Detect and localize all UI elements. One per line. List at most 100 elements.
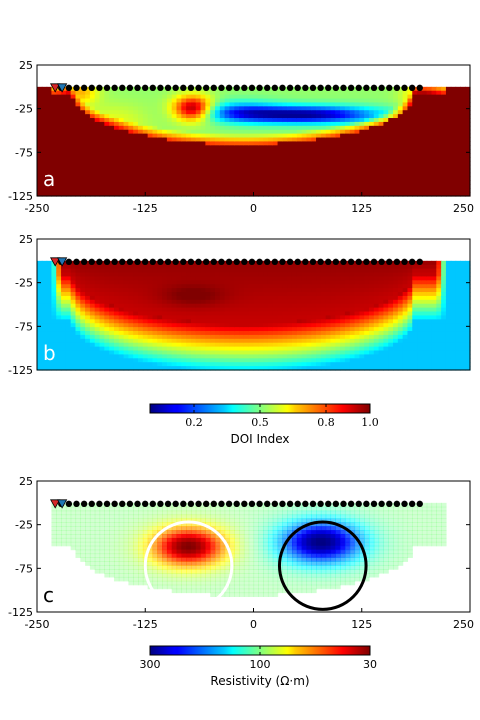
heat-cell [89,125,96,131]
heat-cell [41,303,48,309]
heat-cell [344,125,351,131]
heat-cell [152,160,158,166]
heat-cell [104,331,110,336]
heat-cell [383,334,389,340]
heat-cell [397,98,404,104]
heat-cell [320,121,327,127]
heat-cell [383,176,389,182]
heat-cell [200,354,206,359]
heat-cell [65,172,72,178]
heat-cell [431,276,437,281]
heat-cell [109,141,115,146]
heat-cell [195,121,202,127]
heat-cell [70,188,77,193]
heat-cell [340,94,346,100]
heat-cell [373,303,380,309]
heat-cell [383,342,389,348]
heat-cell [210,160,216,166]
heat-cell [157,327,163,332]
heat-cell [354,114,360,119]
heat-cell [133,149,139,154]
heat-cell [253,284,259,289]
heat-cell [85,284,91,289]
heat-cell [373,176,380,182]
heat-cell [258,184,264,189]
heat-cell [186,157,192,162]
heat-cell [113,362,120,367]
heat-cell [359,153,365,158]
heat-cell [243,299,250,305]
heat-cell [344,114,351,119]
heat-cell [128,168,134,174]
heat-cell [239,288,245,293]
heat-cell [186,141,192,146]
heat-cell [205,125,211,131]
heat-cell [104,334,110,340]
heat-cell [142,125,149,131]
heat-cell [383,311,389,317]
heat-cell [378,176,384,182]
heat-cell [157,264,163,270]
heat-cell [378,362,384,367]
heat-cell [85,94,91,100]
heat-cell [104,90,110,96]
heat-cell [239,118,245,123]
heat-cell [296,323,303,328]
heat-cell [417,137,423,143]
heat-cell [316,303,322,309]
heat-cell [147,145,154,150]
heat-cell [171,145,178,150]
heat-cell [393,268,399,274]
heat-cell [147,160,154,166]
heat-cell [445,260,452,266]
heat-cell [147,137,154,143]
heat-cell [205,164,211,170]
heat-cell [436,160,442,166]
heat-cell [316,172,322,178]
heat-cell [219,264,226,270]
heat-cell [171,188,178,193]
heat-cell [388,303,394,309]
heat-cell [393,184,399,189]
heat-cell [364,338,370,344]
heat-cell [61,346,67,352]
heat-cell [431,106,437,111]
heat-cell [296,366,303,371]
heat-cell [431,176,437,182]
heat-cell [330,327,336,332]
heat-cell [190,354,197,359]
heat-cell [267,292,274,297]
heat-cell [465,176,471,182]
heat-cell [239,168,245,174]
heat-cell [128,268,134,274]
heat-cell [205,172,211,178]
heat-cell [75,176,81,182]
heat-cell [296,176,303,182]
heat-cell [263,94,269,100]
heat-cell [51,94,57,100]
heat-cell [171,121,178,127]
heat-cell [190,188,197,193]
heat-cell [176,102,182,107]
heat-cell [397,280,404,285]
heat-cell [94,133,101,139]
heat-cell [142,110,149,115]
heat-cell [296,284,303,289]
heat-cell [138,114,144,119]
heat-cell [277,129,283,135]
heat-cell [147,106,154,111]
heat-cell [397,354,404,359]
heat-cell [465,192,471,197]
heat-cell [229,168,235,174]
heat-cell [195,192,202,197]
heat-cell [176,164,182,170]
heat-cell [80,315,86,320]
heat-cell [205,350,211,356]
heat-cell [296,338,303,344]
heat-cell [243,153,250,158]
heat-cell [157,323,163,328]
heat-cell [373,145,380,150]
heat-cell [267,176,274,182]
heat-cell [431,338,437,344]
heat-cell [138,149,144,154]
